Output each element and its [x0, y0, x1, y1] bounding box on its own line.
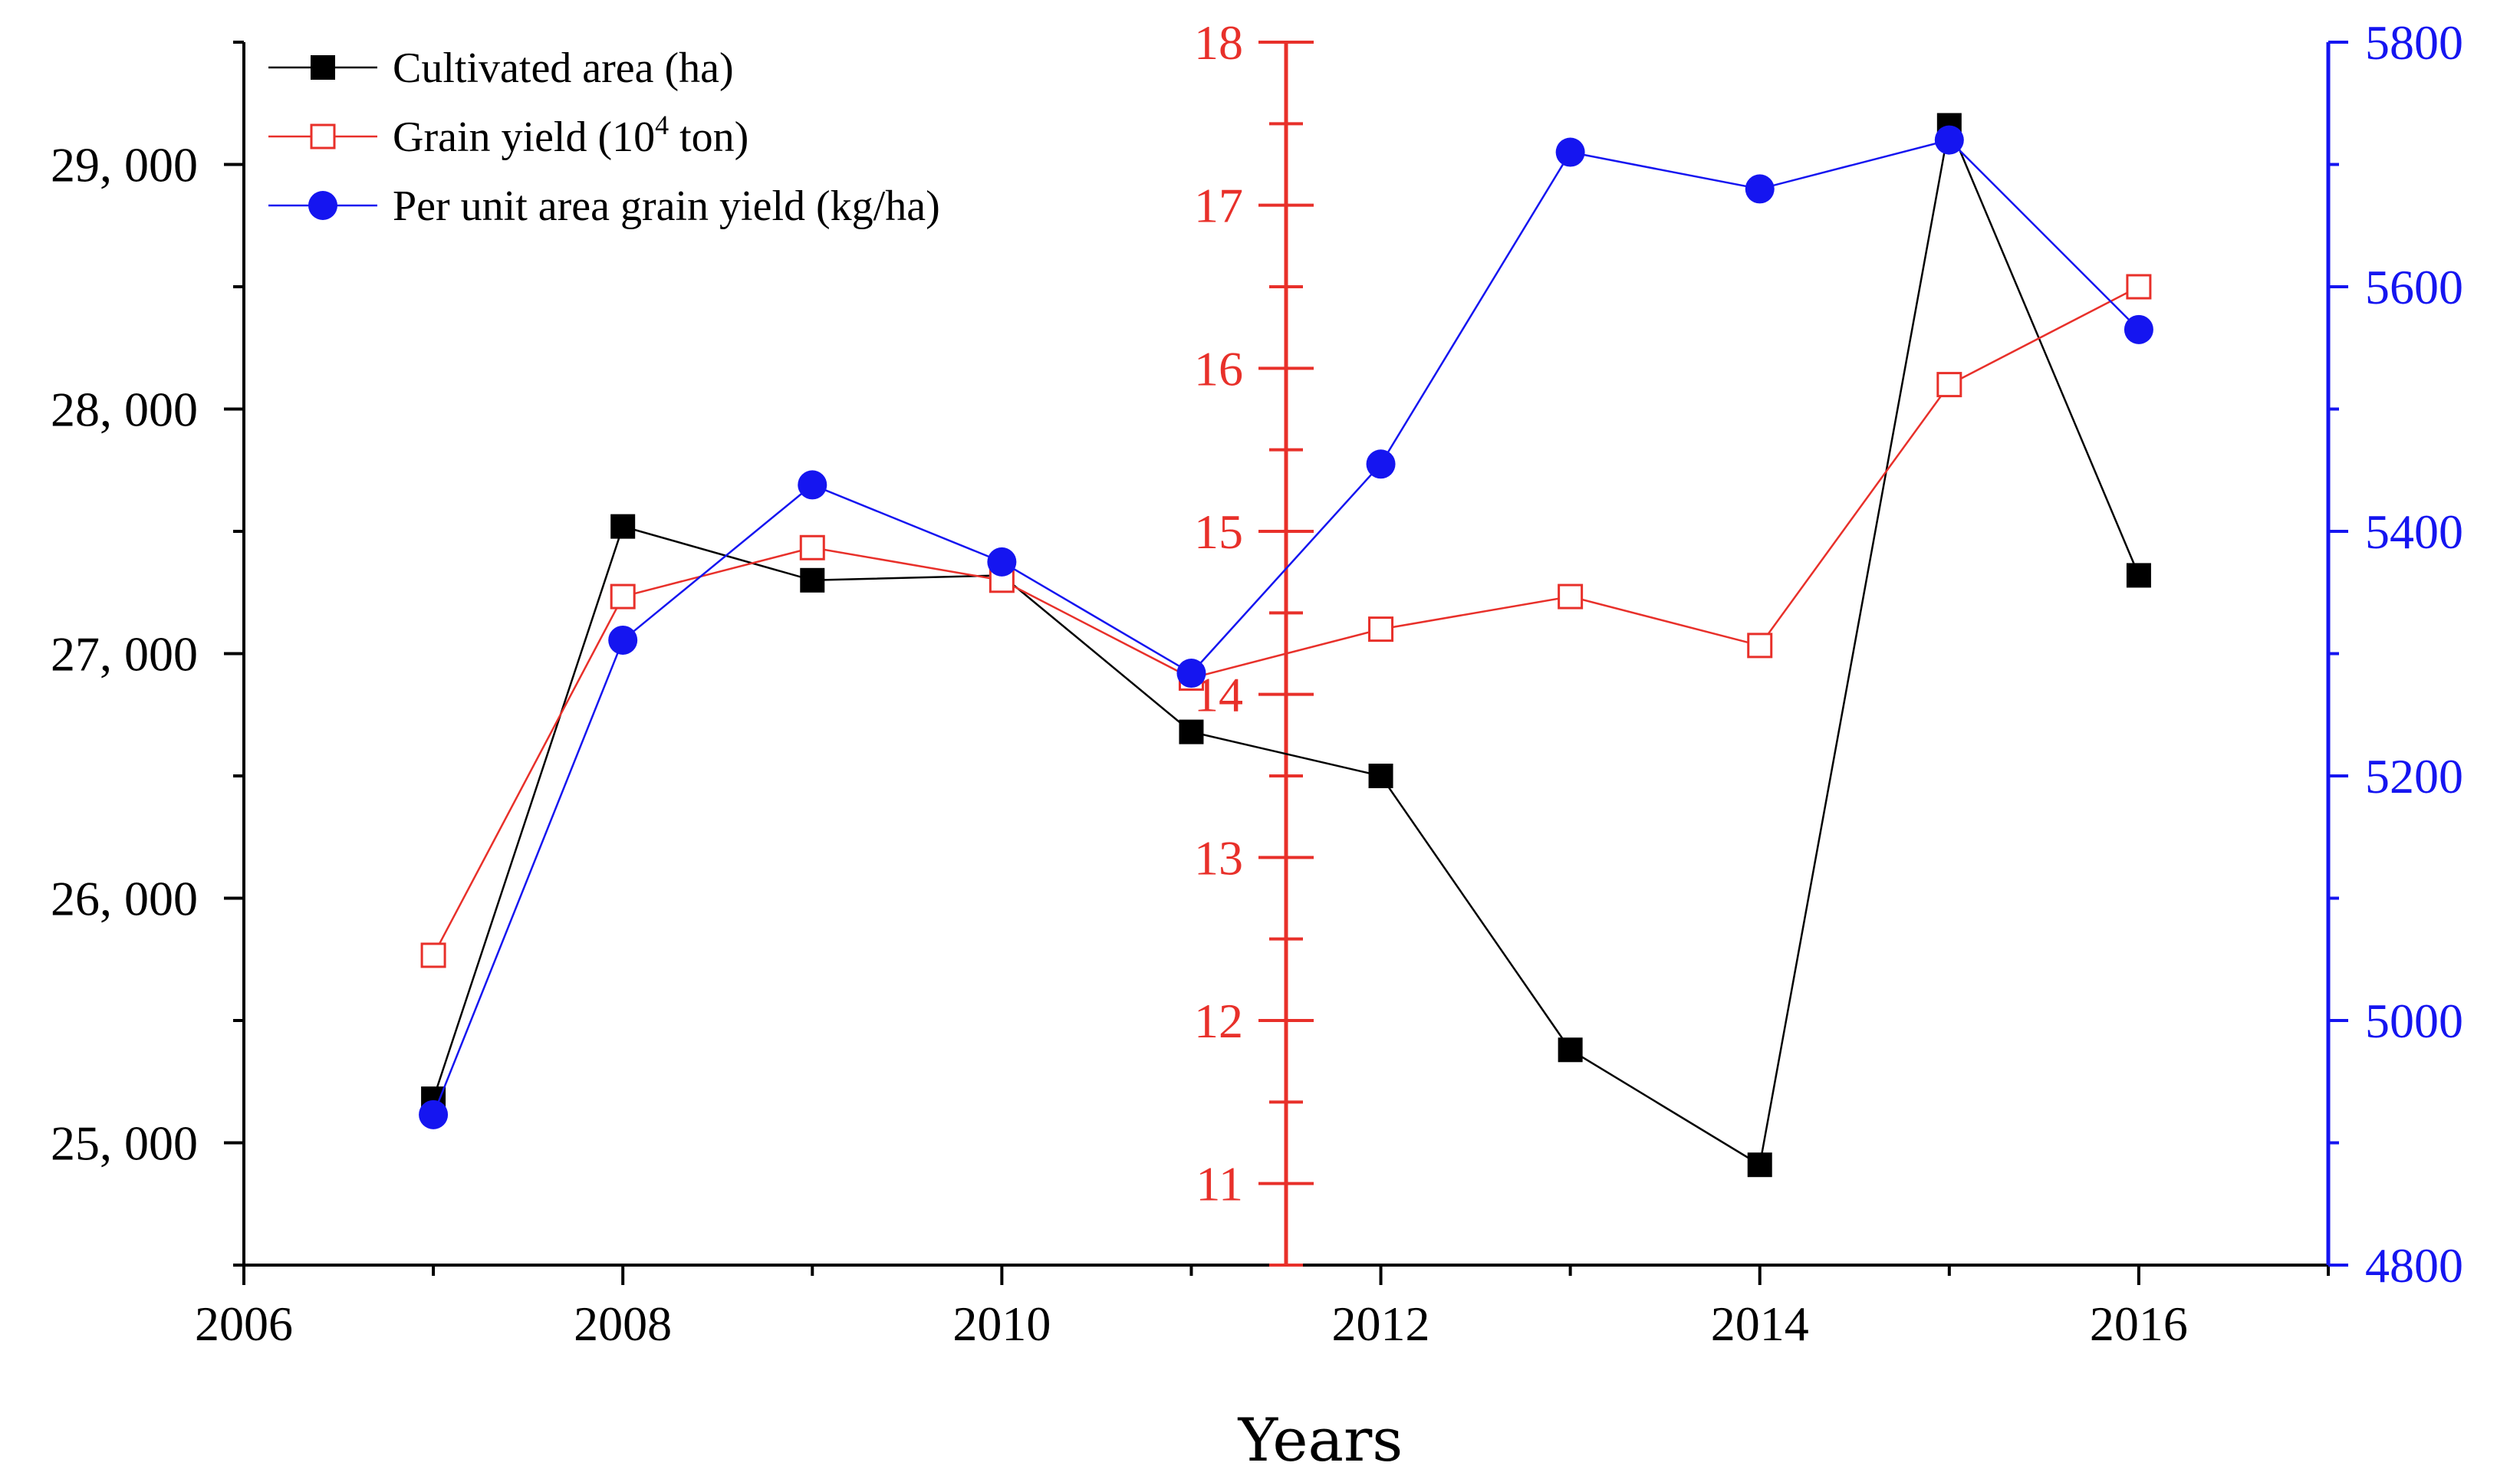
series-2-point [1747, 633, 1773, 659]
legend-marker [311, 55, 335, 80]
series-2-point [1936, 372, 1962, 398]
series-1-point [1747, 1152, 1772, 1178]
series-3-point [1745, 174, 1775, 204]
series-3-point [608, 625, 638, 655]
series-3-point [1176, 659, 1206, 689]
middle-tick-label: 16 [1194, 341, 1243, 396]
left-tick-label: 27, 000 [51, 627, 198, 682]
series-2-point [1558, 583, 1584, 610]
series-1-point [1558, 1037, 1583, 1063]
series-1-line [432, 122, 2140, 1167]
series-2-point [610, 583, 636, 610]
series-2-point [799, 534, 825, 560]
series-3-point [1366, 449, 1396, 479]
series-3-line [432, 139, 2140, 1116]
x-tick-label: 2006 [195, 1297, 293, 1351]
series-2-point [2126, 274, 2152, 300]
right-tick-label: 5600 [2365, 260, 2463, 314]
legend-label: Grain yield (104 ton) [393, 110, 748, 161]
legend-marker [308, 191, 337, 220]
x-axis-title: Years [1238, 1406, 1403, 1475]
right-tick-label: 5000 [2365, 994, 2463, 1048]
left-tick-label: 29, 000 [51, 138, 198, 192]
legend-item-3: Per unit area grain yield (kg/ha) [268, 182, 940, 230]
x-tick-label: 2010 [952, 1297, 1051, 1351]
series-2-point [1368, 616, 1394, 643]
series-1-point [800, 567, 825, 593]
middle-tick-label: 18 [1194, 15, 1243, 70]
series-3 [419, 125, 2153, 1129]
series-1-point [610, 514, 636, 539]
series-1-point [1368, 764, 1393, 788]
series-1-point [1179, 719, 1204, 744]
left-tick-label: 28, 000 [51, 383, 198, 437]
x-tick-label: 2008 [574, 1297, 672, 1351]
legend-marker [310, 123, 336, 150]
series-1 [421, 113, 2151, 1178]
middle-tick-label: 17 [1194, 179, 1243, 233]
right-tick-label: 4800 [2365, 1238, 2463, 1293]
series-3-point [1934, 125, 1964, 155]
axes-layer: 2006 2008 2010 2012 2014 2016 Years 25, 000 26, … [51, 15, 2463, 1475]
x-tick-label: 2014 [1711, 1297, 1809, 1351]
middle-tick-label: 12 [1194, 994, 1243, 1048]
series-2-line [432, 285, 2140, 956]
series-3-point [798, 470, 827, 500]
legend: Cultivated area (ha) Grain yield (104 ton… [268, 44, 940, 230]
legend-item-2: Grain yield (104 ton) [268, 110, 748, 161]
legend-label: Per unit area grain yield (kg/ha) [393, 182, 940, 230]
middle-tick-label: 13 [1194, 830, 1243, 885]
middle-tick-label: 15 [1194, 505, 1243, 559]
series-2-point [420, 942, 446, 968]
series-3-point [1555, 137, 1585, 167]
series-3-point [987, 547, 1017, 577]
legend-label: Cultivated area (ha) [393, 44, 734, 92]
right-tick-label: 5400 [2365, 505, 2463, 559]
right-tick-label: 5200 [2365, 749, 2463, 804]
x-tick-label: 2012 [1332, 1297, 1430, 1351]
series-3-point [419, 1099, 449, 1129]
x-tick-label: 2016 [2090, 1297, 2188, 1351]
left-tick-label: 25, 000 [51, 1116, 198, 1171]
left-tick-label: 26, 000 [51, 872, 198, 926]
middle-tick-label: 11 [1196, 1157, 1243, 1211]
legend-item-1: Cultivated area (ha) [268, 44, 734, 92]
series-layer [419, 113, 2153, 1178]
series-3-point [2124, 314, 2153, 344]
series-1-point [2126, 563, 2151, 588]
right-tick-label: 5800 [2365, 15, 2463, 70]
